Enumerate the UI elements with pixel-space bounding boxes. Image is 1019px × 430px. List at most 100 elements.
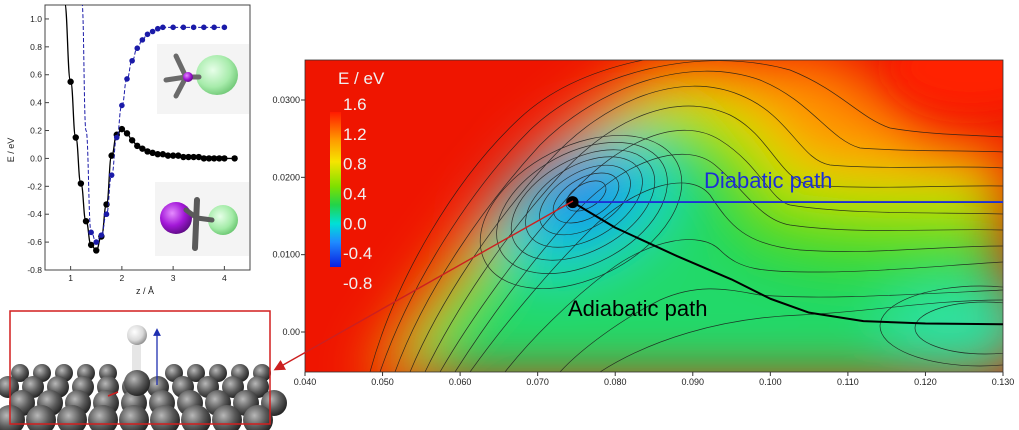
line-point-series-1 (221, 155, 228, 162)
colorbar-title: E / eV (338, 69, 385, 88)
line-point-series-1 (93, 247, 100, 254)
heat-x-tick-label: 0.040 (294, 377, 317, 387)
carbon-atom (187, 364, 205, 382)
line-chart-ticks: 1 2 3 4 -0.8 -0.6 -0.4 -0.2 0.0 0.2 0.4 0.6 0.8 1.0 (27, 14, 227, 283)
line-x-tick-label: 1 (68, 273, 73, 283)
line-point-series-1 (139, 145, 146, 152)
heat-x-tick-label: 0.120 (914, 377, 937, 387)
heatmap-frame (304, 59, 1004, 373)
heat-x-tick-label: 0.110 (837, 377, 859, 387)
line-point-series-2 (124, 76, 130, 82)
line-point-series-2 (134, 45, 141, 52)
line-point-series-1 (205, 155, 213, 162)
line-y-tick-label: 0.6 (30, 70, 42, 80)
diabatic-path-label: Diabatic path (704, 168, 832, 193)
connector-arrow (273, 200, 574, 371)
line-point-series-1 (149, 149, 156, 157)
heat-x-tick-label: 0.090 (682, 377, 705, 387)
colorbar-tick-label: 0.0 (343, 214, 367, 233)
heatmap-ticks: 0.040 0.050 0.060 0.070 0.080 0.090 0.100 0.110… (272, 95, 1014, 387)
line-point-series-1 (175, 152, 182, 159)
line-point-series-2 (149, 28, 156, 35)
line-point-series-2 (160, 24, 166, 31)
inset-molecule-upper (157, 44, 249, 114)
line-point-series-1 (231, 155, 238, 162)
hydrogen-atom (127, 325, 147, 345)
heat-y-tick-label: 0.00 (282, 327, 300, 337)
line-x-tick-label: 3 (171, 273, 176, 283)
heatmap-contours (369, 60, 1003, 372)
line-y-tick-label: -0.4 (27, 209, 42, 219)
line-point-series-1 (185, 153, 192, 161)
line-point-series-2 (108, 172, 115, 178)
line-point-series-1 (134, 142, 141, 150)
line-y-tick-label: 0.4 (30, 98, 42, 108)
heat-x-tick-label: 0.060 (449, 377, 472, 387)
line-x-tick-label: 4 (222, 273, 227, 283)
colorbar-tick-label: 1.6 (343, 95, 367, 114)
colorbar-tick-label: 1.2 (343, 125, 367, 144)
line-chart-ylabel: E / eV (6, 138, 16, 163)
line-point-series-2 (190, 24, 197, 31)
line-point-series-2 (144, 31, 151, 38)
line-y-tick-label: -0.8 (27, 265, 42, 275)
line-point-series-2 (88, 229, 94, 236)
line-point-series-2 (139, 37, 146, 43)
carbon-atom-top (124, 370, 150, 396)
line-point-series-1 (190, 153, 197, 161)
line-y-tick-label: -0.6 (27, 237, 42, 247)
energy-heatmap: E / eV 1.6 1.2 0.8 0.4 0.0 -0.4 -0.8 0.040 0.05… (272, 59, 1014, 387)
line-point-series-1 (180, 153, 187, 161)
heat-x-tick-label: 0.100 (759, 377, 782, 387)
line-point-series-1 (159, 151, 167, 158)
line-point-series-1 (210, 155, 218, 162)
line-point-series-1 (144, 148, 151, 155)
line-point-series-2 (154, 25, 161, 32)
heat-x-tick-label: 0.070 (526, 377, 549, 387)
line-point-series-1 (72, 134, 79, 141)
line-point-series-1 (154, 151, 161, 158)
heat-y-tick-label: 0.0300 (272, 95, 300, 105)
carbon-atom (11, 364, 29, 382)
line-point-series-1 (87, 241, 95, 249)
line-point-series-1 (82, 217, 90, 225)
line-point-series-2 (180, 24, 187, 31)
line-point-series-1 (77, 180, 85, 187)
colorbar-ticks: 1.6 1.2 0.8 0.4 0.0 -0.4 -0.8 (343, 95, 372, 293)
line-point-series-2 (103, 211, 110, 218)
colorbar-tick-label: 0.4 (343, 185, 367, 204)
adiabatic-path-line (572, 201, 1004, 326)
inset-molecule-lower (155, 182, 249, 256)
line-point-series-2 (221, 24, 228, 31)
line-point-series-2 (98, 232, 105, 238)
line-y-tick-label: 0.8 (30, 42, 42, 52)
line-point-series-1 (123, 130, 131, 137)
surface-structure-inset (0, 310, 287, 430)
graphene-atoms (0, 364, 287, 430)
in-plane-arrow (107, 391, 119, 397)
line-point-series-1 (118, 125, 126, 133)
line-y-tick-label: 0.0 (30, 153, 42, 163)
heatmap-paths (566, 196, 1004, 326)
line-point-series-2 (211, 24, 217, 31)
line-point-series-1 (169, 152, 177, 159)
heat-x-tick-label: 0.080 (604, 377, 627, 387)
line-y-tick-label: 0.2 (30, 126, 42, 136)
line-point-series-2 (119, 102, 125, 109)
adiabatic-path-label: Adiabatic path (568, 296, 707, 321)
line-y-tick-label: -0.2 (27, 181, 42, 191)
heat-x-tick-label: 0.130 (992, 377, 1015, 387)
line-point-series-2 (113, 134, 120, 141)
line-point-series-2 (93, 239, 100, 245)
colorbar-tick-label: -0.8 (343, 274, 372, 293)
line-point-series-1 (164, 152, 172, 159)
line-series-group (64, 5, 238, 254)
colorbar (330, 112, 341, 267)
colorbar-tick-label: -0.4 (343, 244, 372, 263)
heat-y-tick-label: 0.0100 (272, 250, 300, 260)
line-point-series-1 (128, 137, 136, 144)
energy-minimum-point (566, 196, 579, 209)
line-point-series-2 (129, 57, 135, 64)
structure-frame (9, 310, 271, 425)
line-x-tick-label: 2 (120, 273, 125, 283)
